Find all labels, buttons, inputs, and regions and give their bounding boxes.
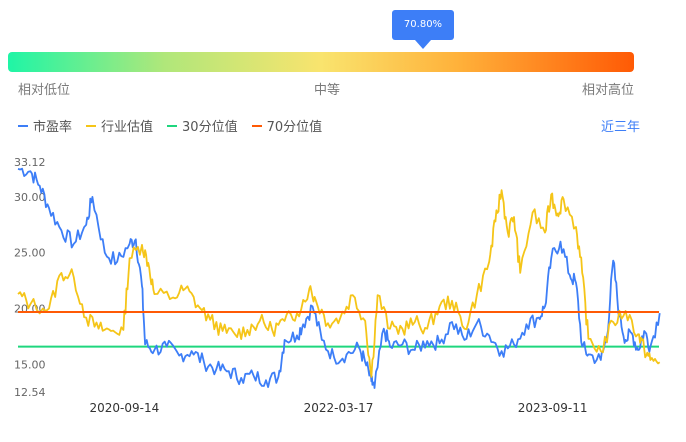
- legend-item-p70[interactable]: 70分位值: [251, 116, 323, 135]
- legend-label-p30: 30分位值: [182, 120, 238, 135]
- y-tick-label: 30.00: [14, 191, 46, 204]
- legend-label-p70: 70分位值: [266, 120, 323, 135]
- tooltip-arrow: [415, 40, 431, 49]
- legend-swatch-industry: [86, 124, 97, 127]
- period-selector[interactable]: 近三年: [600, 120, 640, 135]
- y-tick-label: 12.54: [14, 386, 46, 399]
- series-line-industry: [17, 189, 661, 378]
- x-tick-label: 2020-09-14: [90, 401, 160, 415]
- valuation-gradient-bar: [8, 52, 634, 72]
- scale-low-label: 相对低位: [18, 83, 71, 98]
- y-tick-label: 25.00: [14, 247, 46, 260]
- series-line-pe: [17, 167, 661, 389]
- legend-item-p30[interactable]: 30分位值: [167, 116, 238, 135]
- legend-item-industry[interactable]: 行业估值: [86, 116, 153, 135]
- percentile-tooltip: 70.80%: [392, 10, 454, 40]
- x-tick-label: 2022-03-17: [304, 401, 374, 415]
- legend-label-pe: 市盈率: [33, 120, 73, 135]
- legend-swatch-p30: [167, 124, 178, 127]
- scale-high-label: 相对高位: [582, 83, 635, 98]
- y-tick-label: 33.12: [14, 156, 46, 169]
- y-tick-label: 15.00: [14, 359, 46, 372]
- legend-item-pe[interactable]: 市盈率: [18, 116, 72, 135]
- chart-legend: 市盈率 行业估值 30分位值 70分位值: [18, 116, 322, 135]
- x-tick-label: 2023-09-11: [518, 401, 588, 415]
- legend-label-industry: 行业估值: [101, 120, 154, 135]
- legend-swatch-p70: [251, 124, 262, 127]
- scale-mid-label: 中等: [314, 83, 341, 98]
- legend-swatch-pe: [18, 124, 28, 127]
